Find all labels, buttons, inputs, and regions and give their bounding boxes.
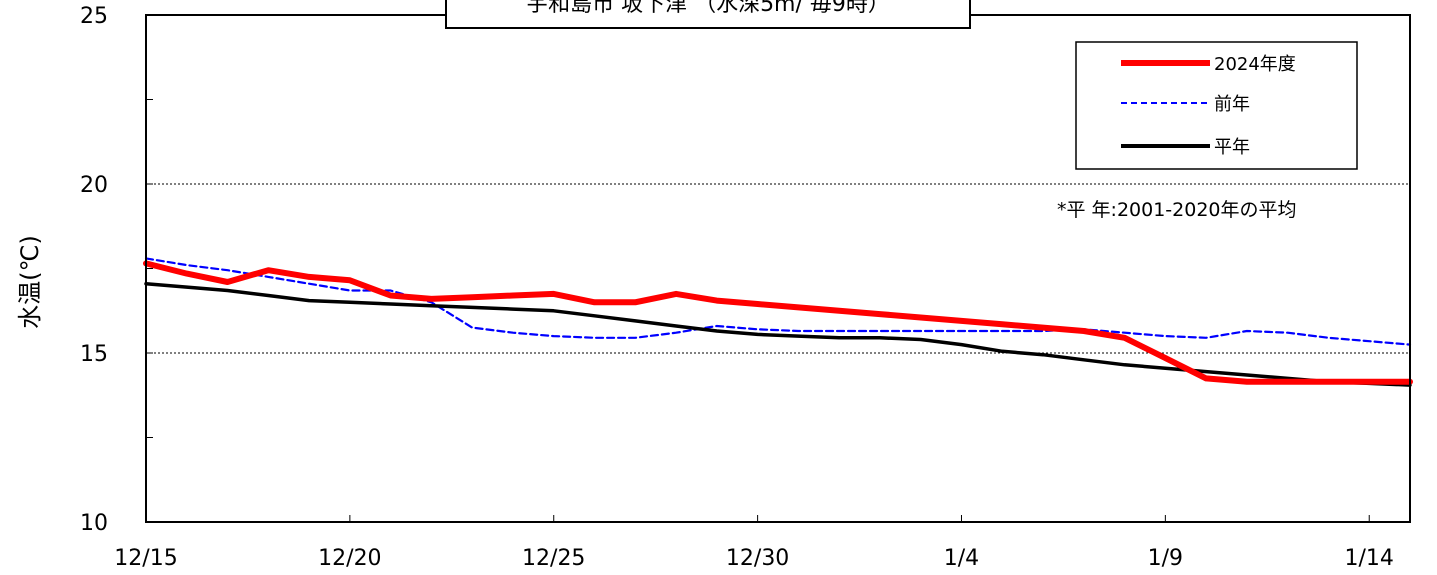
x-tick-label: 12/25: [522, 546, 585, 571]
y-tick-label: 15: [80, 342, 108, 367]
gridlines: [146, 183, 1410, 354]
legend-label-normal: 平年: [1214, 137, 1250, 158]
legend-label-prev-year: 前年: [1214, 94, 1250, 115]
series-line-1: [144, 257, 1412, 346]
y-axis-label: 水温(℃): [16, 235, 44, 329]
x-axis-ticks: 12/15 12/20 12/25 12/30 1/4 1/9 1/14: [114, 515, 1394, 571]
y-tick-label: 10: [80, 511, 108, 536]
title-box: [445, 0, 971, 29]
x-tick-label: 12/30: [726, 546, 789, 571]
y-tick-label: 20: [80, 173, 108, 198]
legend-label-2024: 2024年度: [1214, 54, 1296, 75]
legend: 2024年度 前年 平年: [1075, 41, 1358, 170]
x-tick-label: 1/14: [1345, 546, 1394, 571]
x-tick-label: 12/20: [318, 546, 381, 571]
chart-title: 宇和島市 坂下津 （水深5m/ 毎9時）: [445, 0, 971, 29]
y-axis-ticks: 10 15 20 25: [80, 4, 153, 536]
x-tick-label: 1/9: [1148, 546, 1183, 571]
series-line-0: [143, 260, 1413, 385]
series-lines: [143, 257, 1413, 387]
x-tick-label: 1/4: [944, 546, 979, 571]
title-text: 宇和島市 坂下津 （水深5m/ 毎9時）: [526, 0, 890, 17]
series-line-2: [144, 281, 1412, 387]
normal-period-note: *平 年:2001-2020年の平均: [1057, 199, 1297, 221]
x-tick-label: 12/15: [114, 546, 177, 571]
y-tick-label: 25: [80, 4, 108, 29]
